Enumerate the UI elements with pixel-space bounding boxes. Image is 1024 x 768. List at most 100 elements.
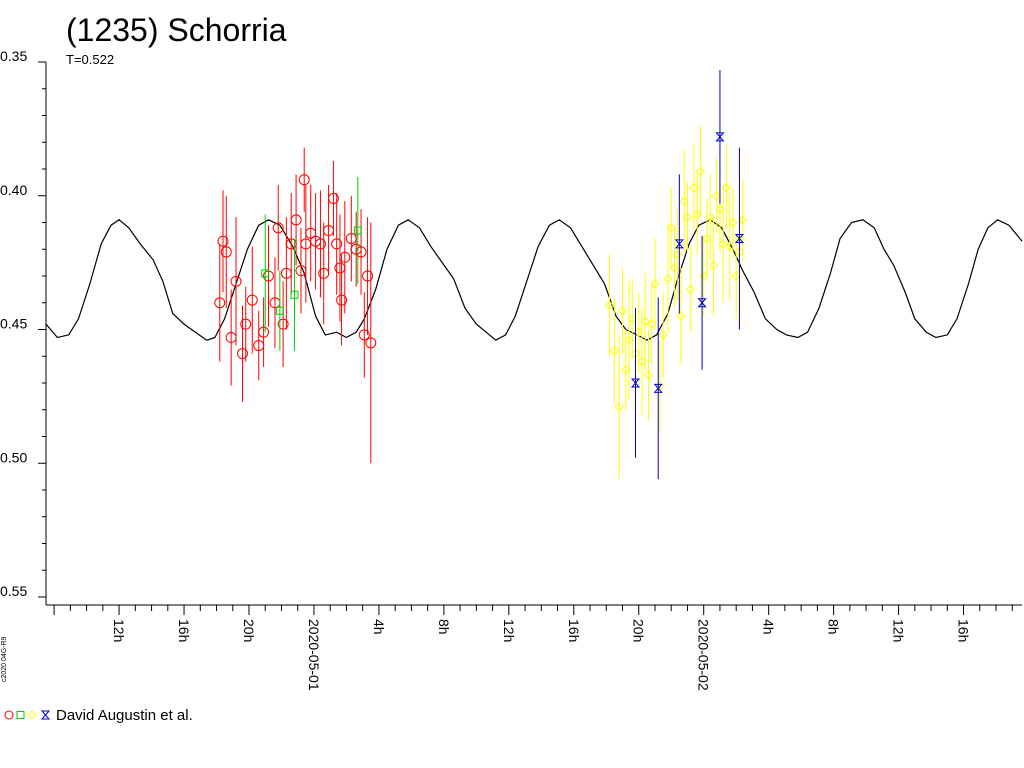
data-point xyxy=(604,300,615,311)
data-point xyxy=(695,166,706,177)
data-point xyxy=(724,241,735,252)
data-point xyxy=(666,223,676,233)
x-tick-label: 16h xyxy=(566,619,582,642)
data-point xyxy=(692,209,702,220)
x-tick-label: 12h xyxy=(501,619,517,642)
data-point xyxy=(721,183,732,193)
data-point xyxy=(698,271,709,281)
data-point xyxy=(647,319,657,329)
data-point xyxy=(230,275,242,287)
data-point xyxy=(336,294,348,306)
data-point xyxy=(290,290,299,299)
data-point xyxy=(246,294,258,306)
data-point xyxy=(345,233,357,245)
data-point xyxy=(708,260,719,271)
x-tick-label: 2020-05-01 xyxy=(306,619,322,691)
series-yellow xyxy=(604,126,748,480)
data-point xyxy=(355,246,367,258)
data-point xyxy=(217,235,229,247)
x-tick-label: 20h xyxy=(631,619,647,642)
data-point xyxy=(689,183,699,193)
legend-hourglass-icon xyxy=(40,710,51,720)
legend: David Augustin et al. xyxy=(4,707,193,724)
data-point xyxy=(630,378,641,388)
legend-diamond-icon xyxy=(27,710,37,720)
data-point xyxy=(663,273,673,284)
data-point xyxy=(679,196,689,206)
data-point xyxy=(650,279,660,289)
data-point xyxy=(327,192,339,204)
data-point xyxy=(674,239,684,249)
data-point xyxy=(737,215,748,225)
data-point xyxy=(318,267,330,279)
data-point xyxy=(323,225,335,237)
tick-labels: 0.35 0.40 0.45 0.50 0.55 12h 16h 20h 2020-05-01 4… xyxy=(0,48,972,691)
data-point xyxy=(702,233,712,244)
data-point xyxy=(715,132,725,142)
data-point xyxy=(682,212,693,222)
data-point xyxy=(676,311,686,321)
data-point xyxy=(295,265,307,277)
data-point xyxy=(236,348,248,360)
data-points xyxy=(214,70,748,480)
data-point xyxy=(331,238,343,250)
series-red xyxy=(214,147,377,464)
y-tick-label: 0.35 xyxy=(0,48,27,64)
data-point xyxy=(621,364,631,375)
data-point xyxy=(711,191,722,201)
x-tick-label: 4h xyxy=(761,619,777,635)
data-point xyxy=(334,262,346,274)
data-point xyxy=(686,284,696,295)
data-point xyxy=(715,204,725,214)
chart-subtitle: T=0.522 xyxy=(66,52,114,67)
data-point xyxy=(634,327,644,337)
data-point xyxy=(240,318,252,330)
data-point xyxy=(669,263,680,273)
x-tick-label: 8h xyxy=(826,619,842,635)
data-point xyxy=(253,340,265,352)
data-point xyxy=(728,217,738,228)
data-point xyxy=(277,318,289,330)
data-point xyxy=(718,239,728,249)
series-green xyxy=(261,177,362,351)
data-point xyxy=(617,306,628,316)
y-tick-label: 0.45 xyxy=(0,316,27,332)
data-point xyxy=(261,269,270,278)
copyright-text: c2020 04G-R9 xyxy=(1,636,8,682)
x-tick-label: 4h xyxy=(371,619,387,635)
data-point xyxy=(705,212,715,222)
data-point xyxy=(643,370,654,380)
x-tick-label: 12h xyxy=(111,619,127,642)
data-point xyxy=(280,267,292,279)
y-tick-label: 0.40 xyxy=(0,182,27,198)
data-point xyxy=(624,335,634,345)
legend-label: David Augustin et al. xyxy=(56,707,193,724)
data-point xyxy=(362,270,374,282)
data-point xyxy=(225,332,237,344)
data-point xyxy=(298,174,310,186)
axes xyxy=(38,61,1022,615)
y-tick-label: 0.50 xyxy=(0,449,27,465)
data-point xyxy=(214,297,226,309)
data-point xyxy=(637,356,647,367)
x-tick-label: 16h xyxy=(176,619,192,642)
data-point xyxy=(353,226,362,235)
data-point xyxy=(697,298,707,308)
model-curve xyxy=(45,219,1023,341)
data-point xyxy=(258,326,270,338)
data-point xyxy=(653,383,663,393)
data-point xyxy=(658,330,668,340)
data-point xyxy=(640,316,650,327)
x-tick-label: 8h xyxy=(436,619,452,635)
data-point xyxy=(614,402,624,412)
data-point xyxy=(734,234,745,244)
data-point xyxy=(731,271,741,281)
data-point xyxy=(305,227,317,239)
data-point xyxy=(627,314,637,324)
data-point xyxy=(272,222,284,234)
x-tick-label: 20h xyxy=(241,619,257,642)
y-tick-label: 0.55 xyxy=(0,583,27,599)
data-point xyxy=(290,214,302,226)
data-point xyxy=(285,238,297,250)
